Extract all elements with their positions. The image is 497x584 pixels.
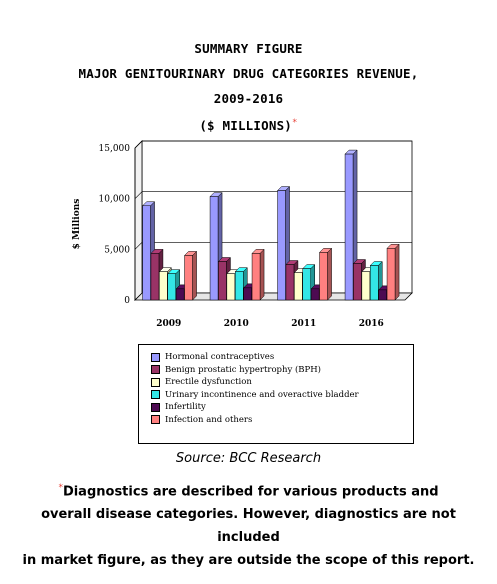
legend-item: Hormonal contraceptives	[151, 351, 413, 364]
chart-title: SUMMARY FIGURE MAJOR GENITOURINARY DRUG …	[0, 36, 497, 138]
footnote-line-3: included	[217, 530, 280, 546]
legend-item: Infertility	[151, 401, 413, 414]
footnote-line-2: overall disease categories. However, dia…	[41, 507, 456, 523]
legend: Hormonal contraceptives Benign prostatic …	[138, 344, 414, 444]
legend-swatch	[151, 415, 160, 425]
bar-side	[327, 247, 332, 301]
bar	[218, 261, 227, 301]
y-axis-label: $ Millions	[72, 199, 82, 250]
footnote-line-4: in market figure, as they are outside th…	[22, 553, 475, 569]
bar	[184, 255, 193, 301]
bar	[167, 273, 176, 301]
bar	[310, 288, 320, 301]
bar-chart: 0 5,000 10,000 15,000 $ Millions 2009 2010 2011…	[72, 140, 413, 329]
gridline-diagonal	[134, 140, 143, 149]
gridline-diagonal	[134, 191, 143, 199]
bar	[285, 264, 295, 301]
legend-swatch	[151, 390, 160, 400]
bar	[251, 253, 261, 301]
x-tick-label: 2011	[291, 319, 316, 329]
source-note: Source: BCC Research	[175, 451, 322, 466]
gridline-diagonal	[134, 242, 143, 250]
y-tick-label: 10,000	[99, 195, 131, 205]
legend-label: Benign prostatic hypertrophy (BPH)	[165, 364, 321, 375]
legend-swatch	[151, 352, 160, 362]
bar	[243, 287, 252, 301]
x-tick-label: 2009	[156, 319, 181, 329]
x-tick-label: 2010	[224, 319, 249, 329]
footnote-asterisk: *	[58, 483, 63, 493]
bar	[378, 289, 387, 301]
title-line-3: 2009-2016	[213, 91, 284, 106]
bar	[142, 205, 151, 301]
bar-side	[259, 248, 265, 301]
legend-item: Benign prostatic hypertrophy (BPH)	[151, 364, 413, 377]
title-asterisk: *	[292, 118, 298, 128]
legend-label: Infertility	[165, 402, 206, 413]
bar	[361, 271, 371, 301]
bar-side	[394, 243, 400, 301]
legend-label: Urinary incontinence and overactive blad…	[165, 389, 359, 400]
legend-item: Infection and others	[151, 414, 413, 427]
y-tick-label: 15,000	[99, 144, 131, 154]
footnote: *Diagnostics are described for various p…	[0, 477, 497, 572]
bar	[353, 263, 362, 301]
bar-side	[192, 250, 197, 301]
legend-item: Erectile dysfunction	[151, 376, 413, 389]
bar	[277, 190, 286, 301]
bar	[235, 271, 244, 301]
bar	[175, 288, 185, 301]
footnote-line-1: *Diagnostics are described for various p…	[0, 477, 497, 503]
title-line-1: SUMMARY FIGURE	[194, 41, 303, 56]
legend-label: Infection and others	[165, 414, 253, 425]
y-tick-label: 0	[124, 296, 130, 306]
title-line-2: MAJOR GENITOURINARY DRUG CATEGORIES REVE…	[78, 66, 419, 81]
legend-swatch	[151, 377, 160, 387]
bar	[370, 265, 379, 301]
title-line-4: ($ MILLIONS)*	[0, 111, 497, 138]
bar	[226, 273, 236, 301]
plot-side-wall	[134, 140, 143, 301]
legend-label: Hormonal contraceptives	[165, 352, 275, 363]
bar	[159, 271, 168, 301]
bar	[150, 253, 160, 301]
x-tick-label: 2016	[359, 319, 384, 329]
legend-item: Urinary incontinence and overactive blad…	[151, 389, 413, 402]
bar	[302, 268, 311, 301]
bar	[294, 272, 303, 301]
bar	[386, 248, 396, 301]
legend-label: Erectile dysfunction	[165, 377, 252, 388]
legend-swatch	[151, 402, 160, 412]
bar	[344, 153, 354, 301]
footnote-text-1: Diagnostics are described for various pr…	[62, 484, 439, 500]
y-tick-label: 5,000	[104, 245, 130, 255]
bar	[319, 252, 328, 301]
bar	[209, 196, 219, 301]
legend-swatch	[151, 365, 160, 375]
title-units: ($ MILLIONS)	[199, 118, 293, 134]
